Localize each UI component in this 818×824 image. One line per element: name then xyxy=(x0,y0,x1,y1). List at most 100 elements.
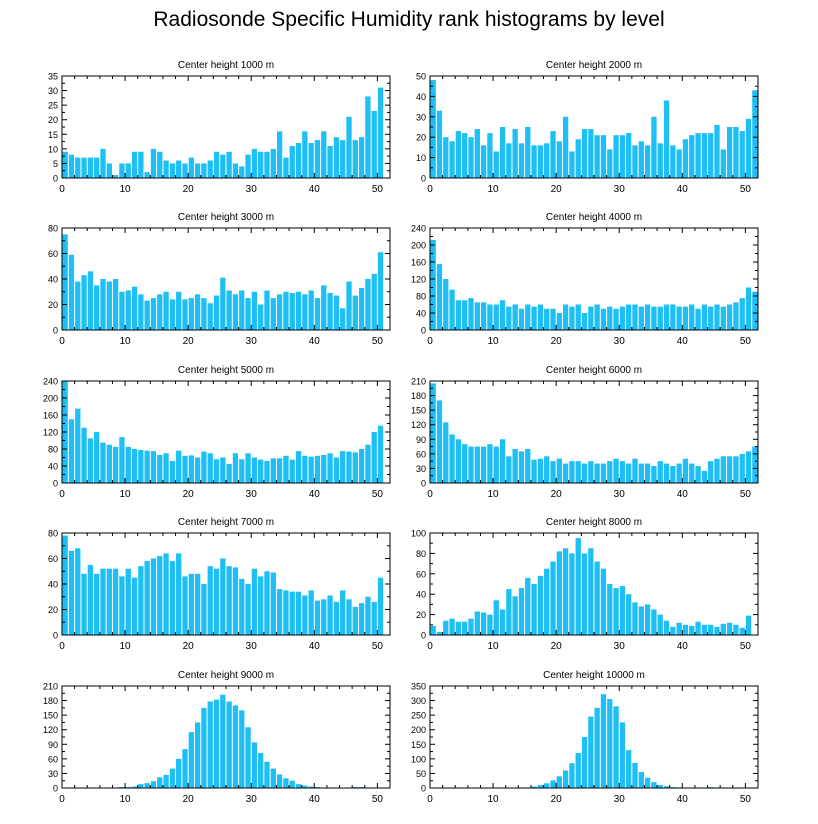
x-tick-label: 40 xyxy=(677,794,689,805)
histogram-bar xyxy=(365,596,371,635)
x-tick-label: 10 xyxy=(120,184,132,195)
histogram-bar xyxy=(575,753,581,788)
histogram-bar xyxy=(499,609,506,635)
histogram-bar xyxy=(264,460,270,483)
histogram-bar xyxy=(480,145,487,178)
histogram-bar xyxy=(308,590,314,636)
histogram-bar xyxy=(276,131,283,178)
histogram-bar xyxy=(213,459,220,483)
x-tick-label: 20 xyxy=(183,794,195,805)
histogram-bar xyxy=(569,306,575,331)
y-tick-label: 30 xyxy=(416,112,426,122)
histogram-bar xyxy=(138,566,144,635)
panel-title: Center height 8000 m xyxy=(546,517,642,528)
x-tick-label: 40 xyxy=(309,489,321,500)
histogram-bar xyxy=(550,131,556,178)
histogram-bar xyxy=(245,154,251,178)
histogram-bar xyxy=(157,555,163,635)
histogram-bar xyxy=(745,451,752,483)
histogram-bar xyxy=(245,298,251,331)
histogram-bar xyxy=(733,456,739,483)
histogram-bar xyxy=(644,777,651,788)
histogram-bar xyxy=(644,145,651,178)
histogram-bar xyxy=(144,783,150,788)
histogram-bar xyxy=(638,141,644,178)
histogram-panel-4: Center height 4000 m 0 10 20 30 40 50 0 40 80 120 1… xyxy=(411,212,759,347)
histogram-bar xyxy=(340,140,346,178)
histogram-bar xyxy=(119,437,125,483)
histogram-bar xyxy=(112,568,119,635)
histogram-bar xyxy=(340,451,346,484)
histogram-bar xyxy=(194,294,201,330)
y-tick-label: 40 xyxy=(48,275,58,285)
histogram-bar xyxy=(295,451,302,484)
histogram-bar xyxy=(226,290,232,330)
y-tick-label: 20 xyxy=(48,300,58,310)
histogram-bar xyxy=(594,304,600,330)
histogram-bar xyxy=(663,786,670,788)
histogram-bar xyxy=(333,137,340,178)
histogram-bar xyxy=(125,446,131,484)
histogram-bar xyxy=(550,561,556,635)
histogram-bar xyxy=(487,133,493,178)
x-tick-label: 0 xyxy=(59,794,65,805)
histogram-bar xyxy=(726,127,733,178)
histogram-bar xyxy=(138,151,144,178)
histogram-bar xyxy=(739,298,745,331)
histogram-bar xyxy=(619,461,626,483)
histogram-bar xyxy=(430,383,436,483)
histogram-bar xyxy=(100,568,106,635)
histogram-bar xyxy=(733,127,739,178)
y-tick-label: 180 xyxy=(411,391,426,401)
x-tick-label: 20 xyxy=(183,184,195,195)
histogram-bar xyxy=(119,291,125,330)
histogram-bar xyxy=(689,625,695,635)
histogram-bar xyxy=(651,466,657,483)
histogram-bar xyxy=(358,137,365,178)
histogram-bar xyxy=(194,573,201,635)
histogram-bar xyxy=(682,306,689,331)
y-tick-label: 80 xyxy=(48,529,58,539)
histogram-bar xyxy=(157,151,163,178)
histogram-panel-7: Center height 7000 m 0 10 20 30 40 50 0 20 40 60 80 xyxy=(48,517,391,652)
histogram-bar xyxy=(106,281,112,330)
histogram-bar xyxy=(239,578,245,635)
histogram-bar xyxy=(220,558,226,635)
histogram-bar xyxy=(150,558,157,635)
histogram-bar xyxy=(157,294,163,330)
histogram-bar xyxy=(600,308,607,330)
histogram-bar xyxy=(207,566,213,635)
histogram-bar xyxy=(695,621,701,635)
histogram-bar xyxy=(430,80,436,178)
histogram-bar xyxy=(81,573,87,635)
histogram-bar xyxy=(518,143,525,178)
histogram-bar xyxy=(352,140,358,178)
histogram-bar xyxy=(308,786,314,788)
histogram-bar xyxy=(207,453,213,483)
histogram-bar xyxy=(251,148,258,178)
histogram-bar xyxy=(157,454,163,483)
histogram-bar xyxy=(733,302,739,331)
histogram-bar xyxy=(581,737,588,788)
histogram-bar xyxy=(644,463,651,483)
histogram-bar xyxy=(638,606,644,635)
x-tick-label: 50 xyxy=(372,184,384,195)
histogram-bar xyxy=(581,463,588,483)
histogram-bar xyxy=(600,135,607,178)
histogram-bar xyxy=(207,160,213,178)
histogram-bar xyxy=(333,601,340,635)
y-tick-label: 240 xyxy=(43,377,58,387)
histogram-bar xyxy=(499,127,506,178)
histogram-bar xyxy=(201,451,207,483)
y-tick-label: 90 xyxy=(48,740,58,750)
histogram-bar xyxy=(302,785,308,788)
histogram-panel-9: Center height 9000 m 0 10 20 30 40 50 0 30 60 90 12… xyxy=(43,670,391,805)
y-tick-label: 120 xyxy=(411,420,426,430)
histogram-bar xyxy=(321,285,327,331)
page-title: Radiosonde Specific Humidity rank histog… xyxy=(153,8,665,31)
histogram-bar xyxy=(619,135,626,178)
histogram-bar xyxy=(176,160,182,178)
x-tick-label: 40 xyxy=(309,336,321,347)
histogram-bar xyxy=(87,564,94,636)
histogram-bar xyxy=(302,294,308,330)
